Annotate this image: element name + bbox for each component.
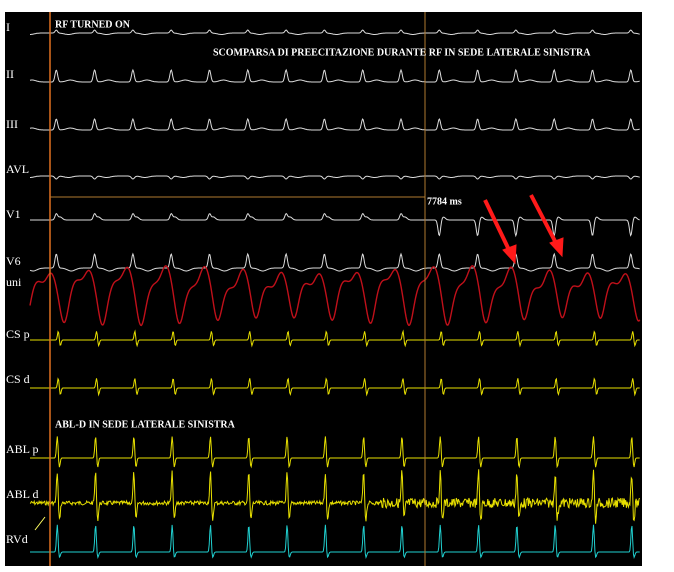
lead-label: RVd — [6, 532, 28, 546]
trace — [30, 436, 640, 469]
lead-label: CS d — [6, 372, 30, 386]
trace — [30, 524, 640, 560]
annotation: ABL-D IN SEDE LATERALE SINISTRA — [55, 419, 236, 430]
trace — [30, 329, 640, 348]
lead-label: V1 — [6, 207, 21, 221]
trace — [29, 68, 640, 83]
lead-label: uni — [6, 275, 22, 289]
trace — [30, 212, 640, 238]
trace — [29, 469, 641, 524]
arrow — [483, 194, 564, 265]
screen-background — [5, 12, 642, 566]
lead-label: III — [6, 117, 18, 131]
lead-label: AVL — [6, 162, 29, 176]
lead-label: V6 — [6, 254, 21, 268]
lead-label: ABL d — [6, 487, 39, 501]
annotation: SCOMPARSA DI PREECITAZIONE DURANTE RF IN… — [213, 47, 591, 58]
lead-label: ABL p — [6, 442, 39, 456]
trace — [29, 265, 641, 327]
trace — [30, 175, 640, 180]
trace — [29, 252, 640, 272]
marker-arrow — [34, 516, 46, 531]
lead-label: I — [6, 20, 10, 34]
lead-label: II — [6, 67, 14, 81]
trace — [29, 117, 640, 131]
waveforms — [29, 29, 641, 560]
trace — [30, 377, 640, 397]
lead-label: CS p — [6, 327, 30, 341]
trace — [30, 29, 640, 35]
annotation: RF TURNED ON — [55, 19, 131, 30]
interval-label: 7784 ms — [427, 196, 462, 207]
